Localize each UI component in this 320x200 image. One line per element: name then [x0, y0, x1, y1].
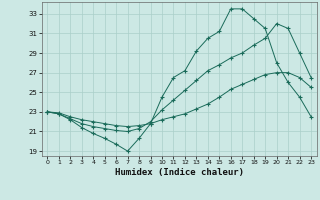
X-axis label: Humidex (Indice chaleur): Humidex (Indice chaleur)	[115, 168, 244, 177]
